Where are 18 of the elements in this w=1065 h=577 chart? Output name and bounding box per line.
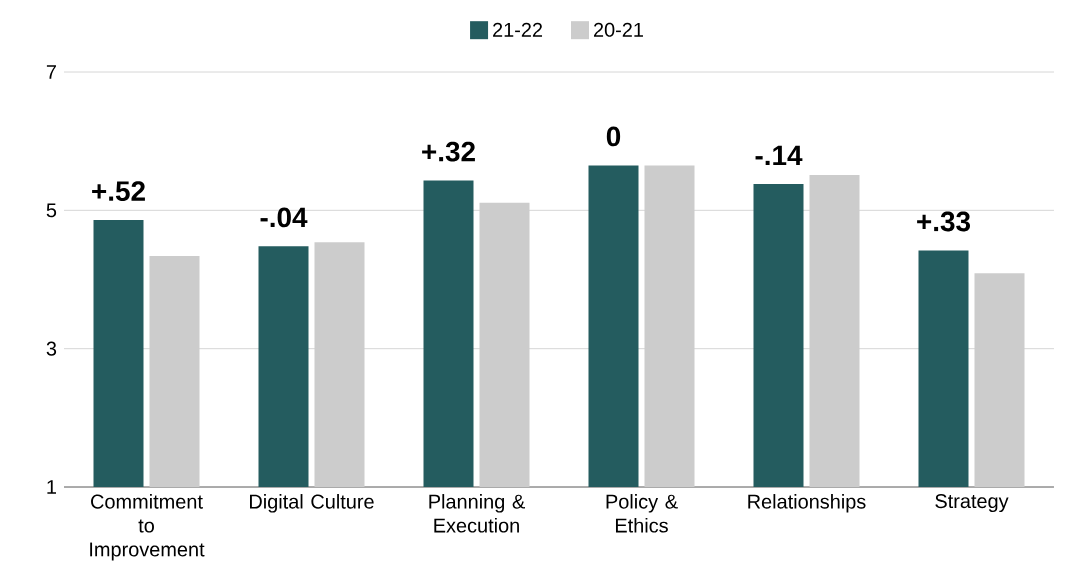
x-tick-label: Digital Culture	[250, 494, 374, 513]
legend-label: 20-21	[593, 22, 643, 37]
annotation: -.14	[755, 145, 803, 166]
y-tick-label: 5	[46, 203, 57, 218]
annotation: -.04	[260, 207, 308, 228]
x-tick-label: Commitment to Improvement	[90, 494, 205, 561]
x-tick-label: Relationships	[748, 494, 866, 513]
y-tick-label: 7	[46, 65, 56, 79]
annotation: +.32	[422, 141, 475, 162]
annotation: +.33	[917, 211, 971, 232]
x-tick-label: Strategy	[935, 494, 1009, 513]
legend-label: 21-22	[493, 22, 543, 37]
y-tick-label: 3	[46, 341, 57, 356]
y-tick-label: 1	[47, 480, 56, 494]
annotation: 0	[606, 126, 621, 147]
annotation: +.52	[92, 181, 145, 201]
x-tick-label: Policy & Ethics	[606, 494, 678, 533]
x-tick-label: Planning & Execution	[429, 494, 525, 533]
